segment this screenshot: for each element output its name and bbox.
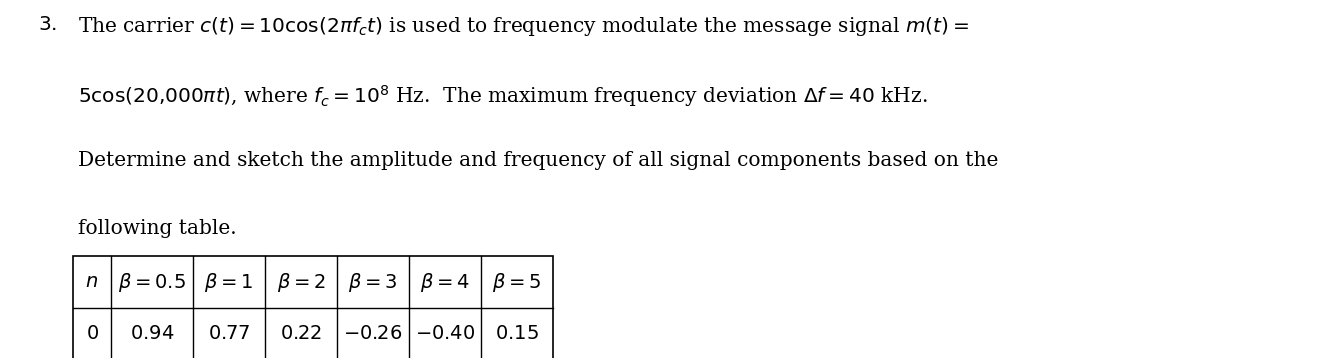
Text: $-0.40$: $-0.40$ [415,325,476,343]
Text: $0.77$: $0.77$ [208,325,250,343]
Text: $0.94$: $0.94$ [130,325,174,343]
Text: following table.: following table. [77,219,236,238]
Text: $\beta = 4$: $\beta = 4$ [420,271,470,294]
Text: $\beta = 1$: $\beta = 1$ [204,271,254,294]
Text: $0$: $0$ [86,325,99,343]
Text: $5\cos(20{,}000\pi t)$, where $f_c = 10^8$ Hz.  The maximum frequency deviation : $5\cos(20{,}000\pi t)$, where $f_c = 10^… [77,83,927,109]
Text: $\beta = 0.5$: $\beta = 0.5$ [118,271,186,294]
Text: $0.22$: $0.22$ [279,325,322,343]
Text: Determine and sketch the amplitude and frequency of all signal components based : Determine and sketch the amplitude and f… [77,151,998,170]
Text: $-0.26$: $-0.26$ [343,325,402,343]
Text: $3.$: $3.$ [37,15,57,34]
Bar [73,256,553,358]
Text: $n$: $n$ [86,274,99,291]
Text: $\beta = 3$: $\beta = 3$ [349,271,398,294]
Text: $\beta = 5$: $\beta = 5$ [493,271,541,294]
Text: $\beta = 2$: $\beta = 2$ [277,271,326,294]
Text: The carrier $c(t) = 10\cos(2\pi f_c t)$ is used to frequency modulate the messag: The carrier $c(t) = 10\cos(2\pi f_c t)$ … [77,15,969,38]
Text: $0.15$: $0.15$ [496,325,538,343]
